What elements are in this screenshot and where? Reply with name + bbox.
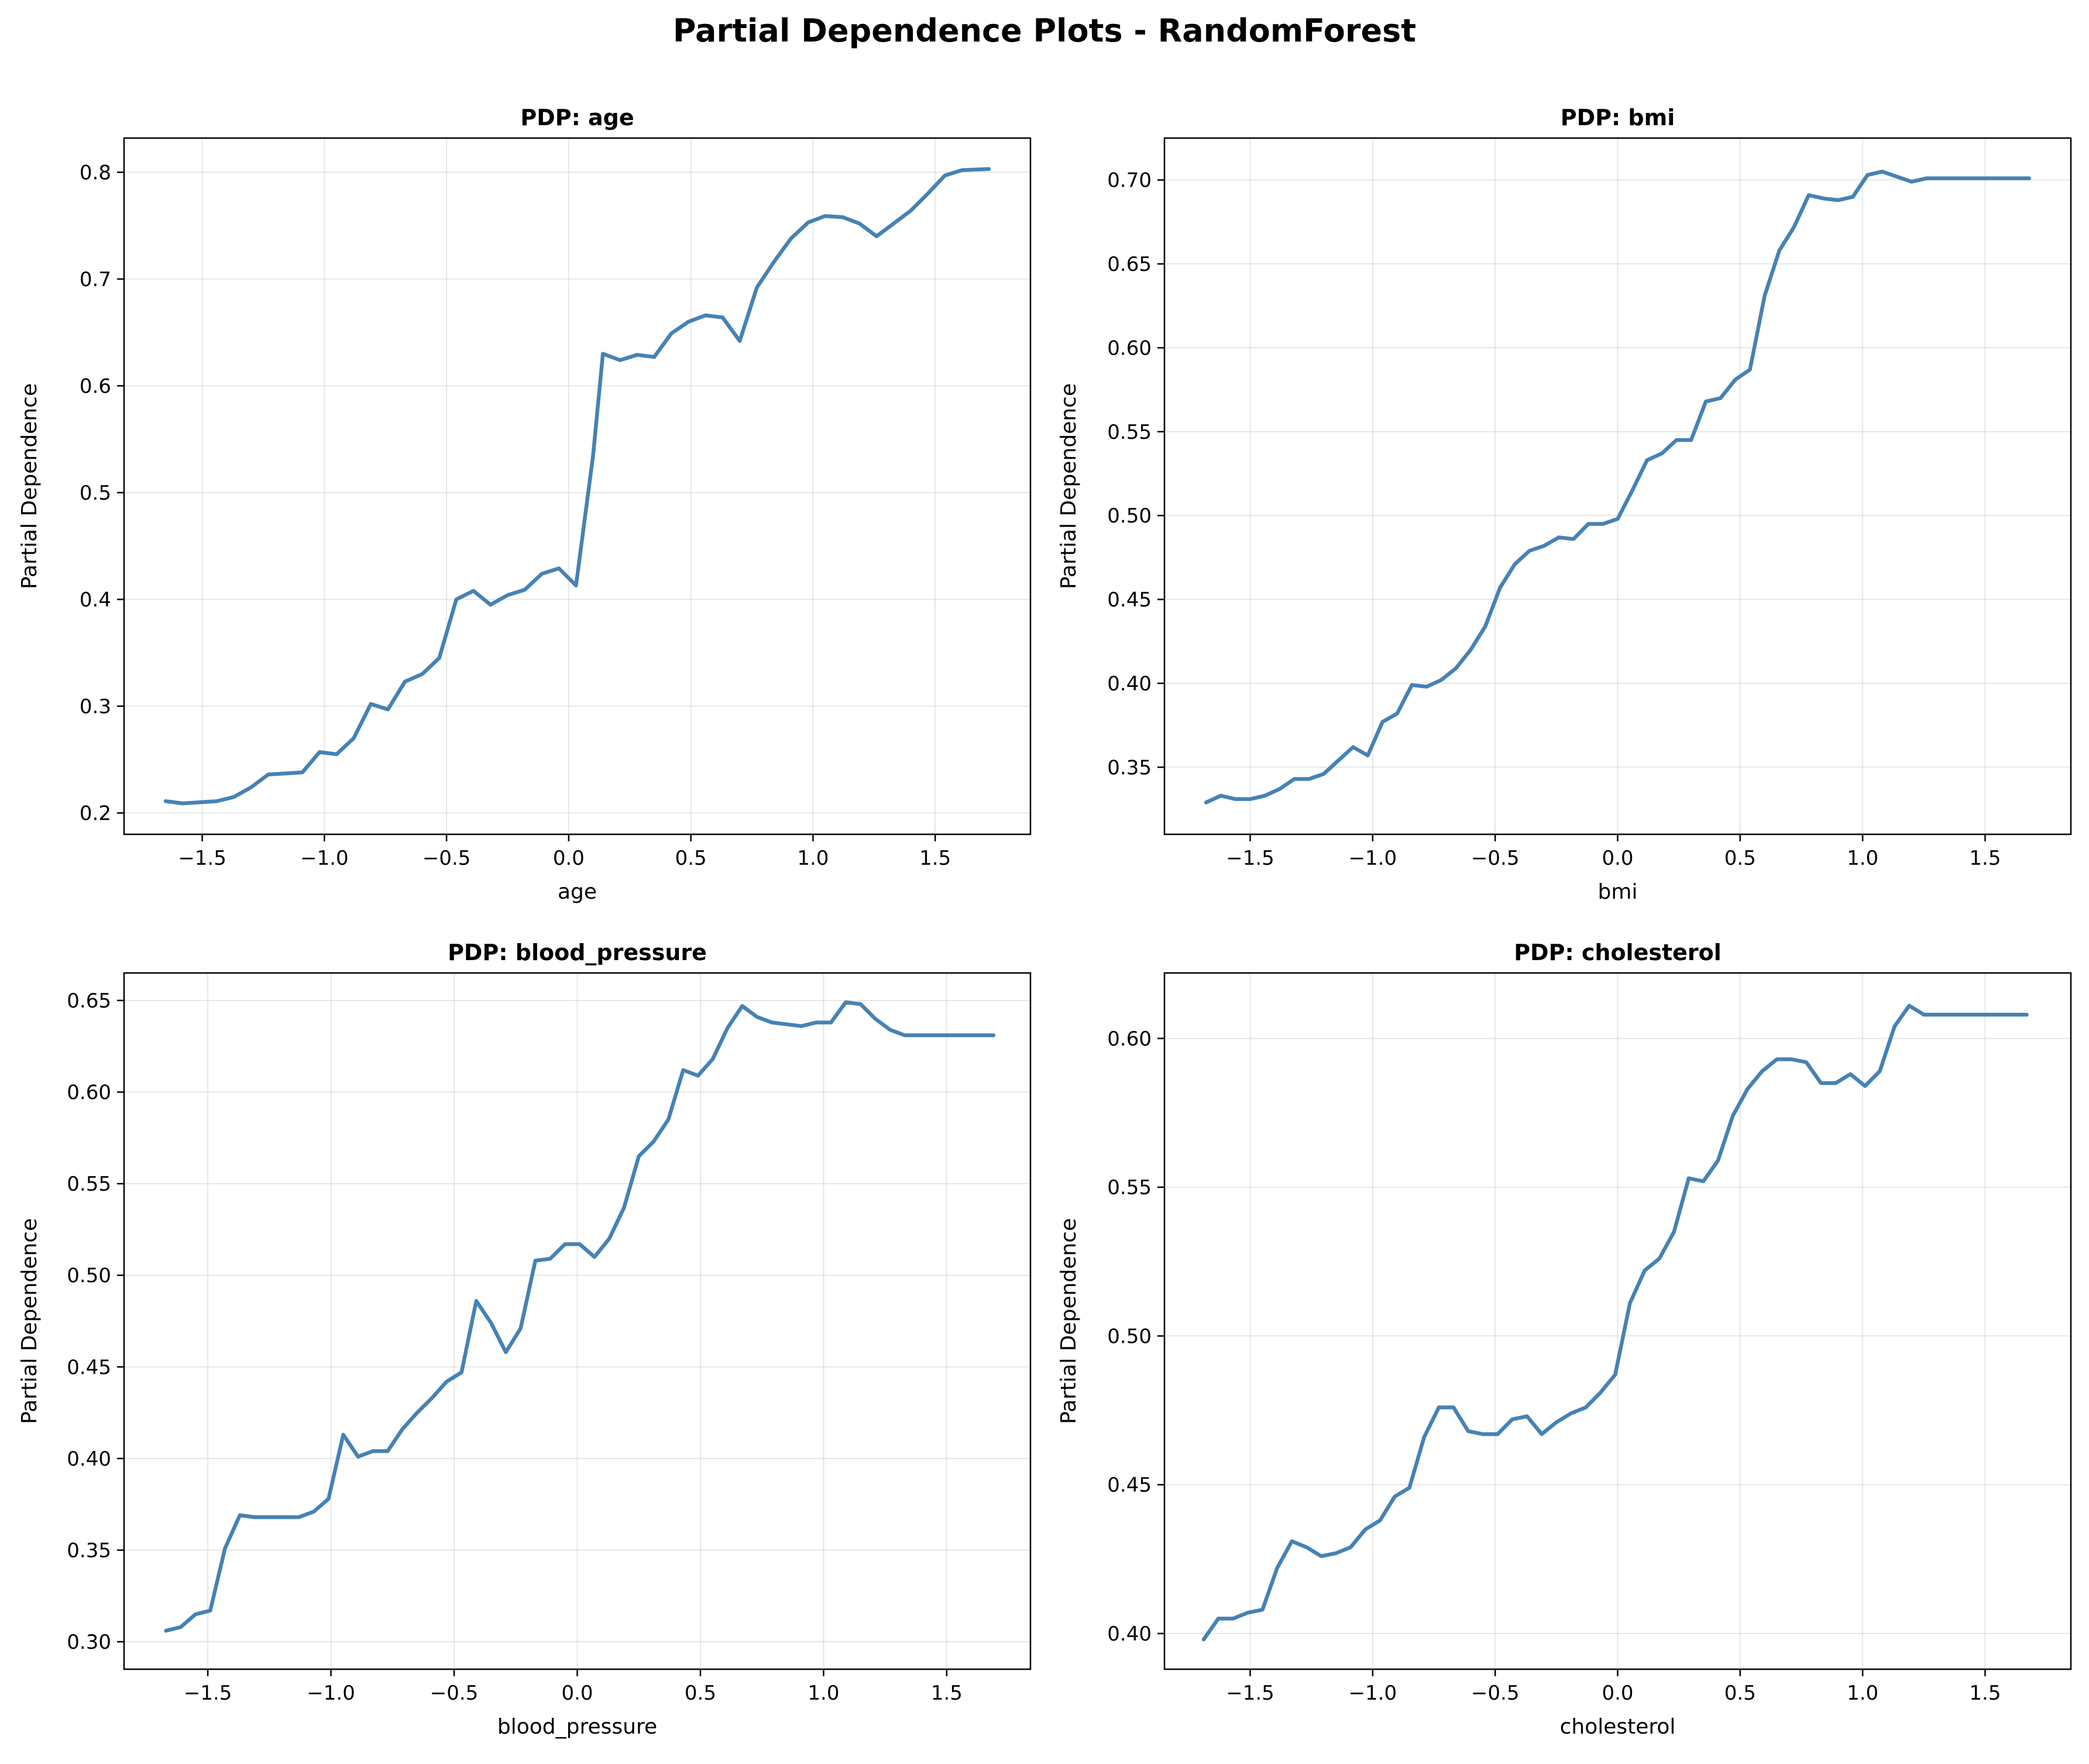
chart-age-xtick-label-3: 0.0 [553,847,585,870]
chart-cholesterol-xtick-label-6: 1.5 [1969,1682,2001,1705]
chart-cholesterol-xtick-label-5: 1.0 [1847,1682,1878,1705]
pdp-cholesterol-chart: −1.5 −1.0 −0.5 0.0 0.5 1.0 1.5 0.40 0.45 0.50 0.55… [1057,940,2072,1739]
chart-blood-pressure-xtick-label-1: −1.0 [307,1682,355,1705]
chart-blood-pressure-ytick-label-7: 0.65 [67,989,111,1013]
chart-cholesterol-ytick-label-0: 0.40 [1107,1622,1152,1646]
chart-bmi-xtick-label-4: 0.5 [1724,847,1756,870]
chart-bmi-ytick-label-2: 0.45 [1107,589,1152,612]
chart-blood-pressure-ytick-label-3: 0.45 [67,1356,111,1379]
chart-age-xtick-label-0: −1.5 [178,847,226,870]
chart-bmi-series-line [1204,170,2032,804]
chart-blood-pressure-ytick-label-5: 0.55 [67,1172,111,1196]
chart-cholesterol-xtick-label-1: −1.0 [1349,1682,1397,1705]
chart-bmi-xtick-label-2: −0.5 [1471,847,1520,870]
chart-bmi-ytick-label-4: 0.55 [1107,421,1152,444]
chart-blood-pressure-ytick-label-1: 0.35 [67,1539,111,1562]
chart-bmi-ytick-label-1: 0.40 [1107,672,1152,696]
figure-title: Partial Dependence Plots - RandomForest [672,12,1417,49]
chart-age-ylabel: Partial Dependence [18,383,42,589]
chart-age-ytick-label-4: 0.6 [80,374,111,398]
pdp-blood-pressure-chart: −1.5 −1.0 −0.5 0.0 0.5 1.0 1.5 0.30 0.35 0.40 0.45… [18,940,1032,1739]
chart-blood-pressure-ytick-label-6: 0.60 [67,1081,111,1105]
chart-age-xtick-label-5: 1.0 [797,847,829,870]
chart-cholesterol-title: PDP: cholesterol [1514,940,1722,965]
chart-cholesterol-series-line [1201,1003,2029,1642]
chart-bmi-xtick-label-1: −1.0 [1349,847,1397,870]
pdp-bmi-chart: −1.5 −1.0 −0.5 0.0 0.5 1.0 1.5 0.35 0.40 0.45 0.50… [1057,105,2072,904]
chart-bmi-ylabel: Partial Dependence [1057,383,1081,589]
chart-cholesterol-xtick-label-2: −0.5 [1471,1682,1520,1705]
chart-blood-pressure-series-line [164,1000,996,1633]
chart-bmi-ytick-label-0: 0.35 [1107,756,1152,779]
chart-bmi-ytick-label-3: 0.50 [1107,504,1152,528]
chart-age-ytick-label-1: 0.3 [80,695,111,718]
chart-bmi-ytick-label-6: 0.65 [1107,253,1152,276]
chart-blood-pressure-title: PDP: blood_pressure [448,940,707,965]
chart-blood-pressure-xtick-label-5: 1.0 [808,1682,839,1705]
chart-age-xtick-label-4: 0.5 [675,847,707,870]
chart-cholesterol-xtick-label-0: −1.5 [1226,1682,1274,1705]
chart-cholesterol-xlabel: cholesterol [1560,1715,1676,1739]
chart-bmi-title: PDP: bmi [1561,105,1675,130]
chart-blood-pressure-xtick-label-0: −1.5 [184,1682,232,1705]
chart-blood-pressure-xtick-label-2: −0.5 [430,1682,479,1705]
chart-cholesterol-xtick-label-3: 0.0 [1602,1682,1633,1705]
chart-age-series-line [163,167,991,806]
chart-blood-pressure-xlabel: blood_pressure [497,1715,657,1739]
chart-blood-pressure-xtick-label-4: 0.5 [685,1682,716,1705]
chart-blood-pressure-xtick-label-6: 1.5 [931,1682,963,1705]
pdp-age-chart: −1.5 −1.0 −0.5 0.0 0.5 1.0 1.5 0.2 0.3 0.4 0.5 0.6 0… [18,105,1032,904]
chart-cholesterol-ylabel: Partial Dependence [1057,1218,1081,1424]
chart-age-xtick-label-2: −0.5 [422,847,471,870]
chart-age-ytick-label-2: 0.4 [80,588,111,611]
chart-age-xlabel: age [558,880,597,904]
chart-bmi-xtick-label-3: 0.0 [1602,847,1633,870]
chart-cholesterol-ytick-label-1: 0.45 [1107,1474,1152,1497]
chart-cholesterol-xtick-label-4: 0.5 [1724,1682,1756,1705]
chart-blood-pressure-xtick-label-3: 0.0 [561,1682,593,1705]
chart-age-plot-frame [123,137,1032,835]
chart-bmi-ytick-label-5: 0.60 [1107,336,1152,360]
chart-bmi-xtick-label-6: 1.5 [1969,847,2001,870]
chart-age-xtick-label-1: −1.0 [300,847,349,870]
chart-age-ytick-label-6: 0.8 [80,161,111,184]
chart-blood-pressure-ytick-label-0: 0.30 [67,1631,111,1654]
chart-blood-pressure-ytick-label-2: 0.40 [67,1447,111,1471]
chart-age-ytick-label-5: 0.7 [80,268,111,291]
chart-bmi-xtick-label-0: −1.5 [1226,847,1274,870]
chart-bmi-ytick-label-7: 0.70 [1107,169,1152,192]
chart-age-xtick-label-6: 1.5 [919,847,951,870]
chart-cholesterol-ytick-label-2: 0.50 [1107,1325,1152,1348]
chart-cholesterol-ytick-label-4: 0.60 [1107,1027,1152,1051]
chart-age-ytick-label-3: 0.5 [80,482,111,505]
chart-bmi-xlabel: bmi [1598,880,1638,904]
chart-age-ytick-label-0: 0.2 [80,802,111,825]
chart-blood-pressure-ylabel: Partial Dependence [18,1218,42,1424]
chart-blood-pressure-ytick-label-4: 0.50 [67,1264,111,1288]
chart-age-title: PDP: age [520,105,634,130]
chart-bmi-xtick-label-5: 1.0 [1847,847,1878,870]
chart-cholesterol-ytick-label-3: 0.55 [1107,1176,1152,1199]
